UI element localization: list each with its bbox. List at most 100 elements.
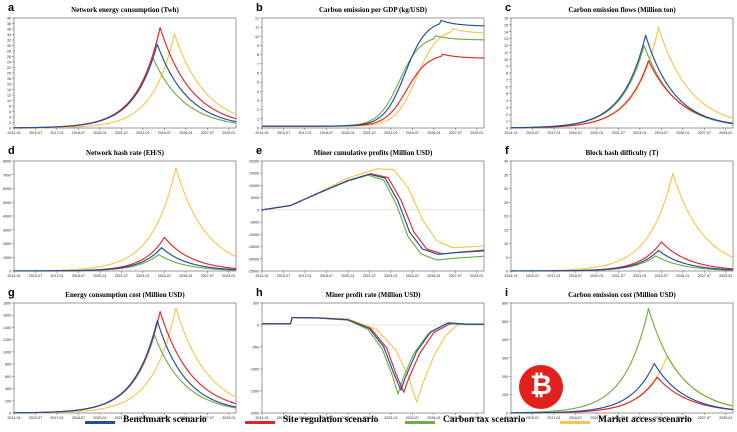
x-tick-label: 2014-01	[504, 131, 517, 135]
x-tick-label: 2018-07	[569, 416, 582, 420]
y-tick-label: 35	[504, 173, 508, 177]
chart-title: Miner cumulative profits (Million USD)	[313, 149, 433, 157]
y-tick-label: 15	[504, 228, 508, 232]
y-tick-label: 12	[255, 17, 259, 21]
y-tick-label: 1000	[3, 256, 11, 260]
x-tick-label: 2026-01	[676, 416, 689, 420]
series-line-market	[261, 168, 484, 249]
x-tick-label: 2027-07	[698, 274, 711, 278]
x-tick-label: 2021-07	[612, 416, 625, 420]
x-tick-label: 2027-07	[449, 131, 462, 135]
y-tick-label: 34	[7, 33, 11, 37]
y-tick-label: 300	[502, 357, 508, 361]
panel-letter: d	[8, 145, 15, 157]
x-tick-label: 2018-07	[320, 416, 333, 420]
x-tick-label: 2029-01	[470, 131, 483, 135]
y-tick-label: 2	[9, 121, 11, 125]
y-tick-label: 40	[504, 160, 508, 164]
x-tick-label: 2021-07	[612, 274, 625, 278]
panel-letter: f	[505, 145, 509, 157]
x-tick-label: 2014-01	[7, 274, 20, 278]
y-tick-label: 2	[257, 108, 259, 112]
y-tick-label: 1200	[3, 338, 11, 342]
y-tick-label: 11	[504, 51, 508, 55]
panel-letter: b	[256, 2, 263, 14]
x-tick-label: 2014-01	[504, 274, 517, 278]
y-tick-label: 28	[7, 50, 11, 54]
x-tick-label: 2020-01	[590, 131, 603, 135]
y-tick-label: 500	[253, 302, 259, 306]
y-tick-label: 0	[257, 208, 259, 212]
chart-title: Energy consumption cost (Million USD)	[65, 291, 185, 299]
y-tick-label: -2000	[250, 412, 259, 416]
y-tick-label: 5	[506, 256, 508, 260]
y-tick-label: 14	[7, 88, 11, 92]
plot-frame	[13, 17, 237, 129]
y-tick-label: 6	[9, 110, 11, 114]
x-tick-label: 2026-01	[427, 131, 440, 135]
x-tick-label: 2023-01	[136, 131, 149, 135]
y-tick-label: 7	[257, 62, 259, 66]
x-tick-label: 2029-01	[222, 274, 235, 278]
x-tick-label: 2021-07	[612, 131, 625, 135]
x-tick-label: 2015-07	[29, 131, 42, 135]
y-tick-label: 14	[504, 30, 508, 34]
legend-label-site: Site regulation scenario	[283, 415, 379, 425]
series-line-benchmark	[13, 43, 237, 129]
y-tick-label: -25000	[248, 270, 259, 274]
y-tick-label: 40	[7, 17, 11, 21]
x-tick-label: 2014-01	[255, 274, 268, 278]
series-line-site	[262, 53, 485, 127]
x-tick-label: 2017-01	[298, 131, 311, 135]
x-tick-label: 2015-07	[526, 131, 539, 135]
x-tick-label: 2017-01	[547, 274, 560, 278]
y-tick-label: 5000	[251, 196, 259, 200]
series-line-benchmark	[261, 173, 484, 255]
y-tick-label: 20	[504, 215, 508, 219]
y-tick-label: -1000	[250, 368, 259, 372]
y-tick-label: 1	[257, 117, 259, 121]
plot-frame	[261, 17, 485, 129]
chart-panel-i: i Carbon emission cost (Million USD) 0 100 2…	[499, 285, 737, 420]
series-line-market	[14, 167, 237, 272]
chart-title: Carbon emission cost (Million USD)	[568, 291, 676, 299]
x-tick-label: 2027-07	[201, 274, 214, 278]
x-tick-label: 2024-07	[406, 131, 419, 135]
x-tick-label: 2023-01	[136, 416, 149, 420]
x-tick-label: 2026-01	[179, 274, 192, 278]
x-tick-label: 2020-01	[93, 131, 106, 135]
x-tick-label: 2018-07	[72, 416, 85, 420]
x-tick-label: 2020-01	[341, 416, 354, 420]
chart-panel-a: a Network energy consumption (Twh) 0 2 4 6 8 10…	[2, 0, 242, 135]
x-tick-label: 2024-07	[655, 131, 668, 135]
x-tick-label: 2020-01	[590, 416, 603, 420]
x-tick-label: 2024-07	[158, 416, 171, 420]
x-tick-label: 2021-07	[115, 416, 128, 420]
y-tick-label: 10000	[249, 184, 259, 188]
y-tick-label: 8	[506, 72, 508, 76]
x-tick-label: 2023-01	[633, 131, 646, 135]
panel-letter: c	[505, 2, 512, 14]
x-tick-label: 2023-01	[633, 274, 646, 278]
y-tick-label: 2000	[3, 242, 11, 246]
panel-letter: e	[256, 145, 263, 157]
chart-svg: 0 200 400 600 800 1000 1200 1400 1600 1800 2014-01…	[3, 302, 237, 420]
y-tick-label: 1600	[3, 314, 11, 318]
series-line-market	[262, 27, 485, 127]
y-tick-label: 2	[506, 113, 508, 117]
x-tick-label: 2026-01	[179, 416, 192, 420]
x-tick-label: 2024-07	[406, 274, 419, 278]
bitcoin-logo-icon: ₿	[519, 365, 563, 409]
x-tick-label: 2014-01	[255, 131, 268, 135]
x-tick-label: 2024-07	[655, 274, 668, 278]
y-tick-label: 30	[7, 44, 11, 48]
legend-swatch-benchmark	[85, 421, 115, 424]
chart-title: Block hash difficulty (T)	[585, 149, 659, 157]
y-tick-label: 9	[257, 44, 259, 48]
legend-label-carbon: Carbon tax scenario	[443, 415, 526, 425]
plot-frame	[261, 160, 485, 272]
x-tick-label: 2015-07	[277, 131, 290, 135]
y-tick-label: 500	[502, 320, 508, 324]
y-tick-label: 4	[257, 90, 259, 94]
